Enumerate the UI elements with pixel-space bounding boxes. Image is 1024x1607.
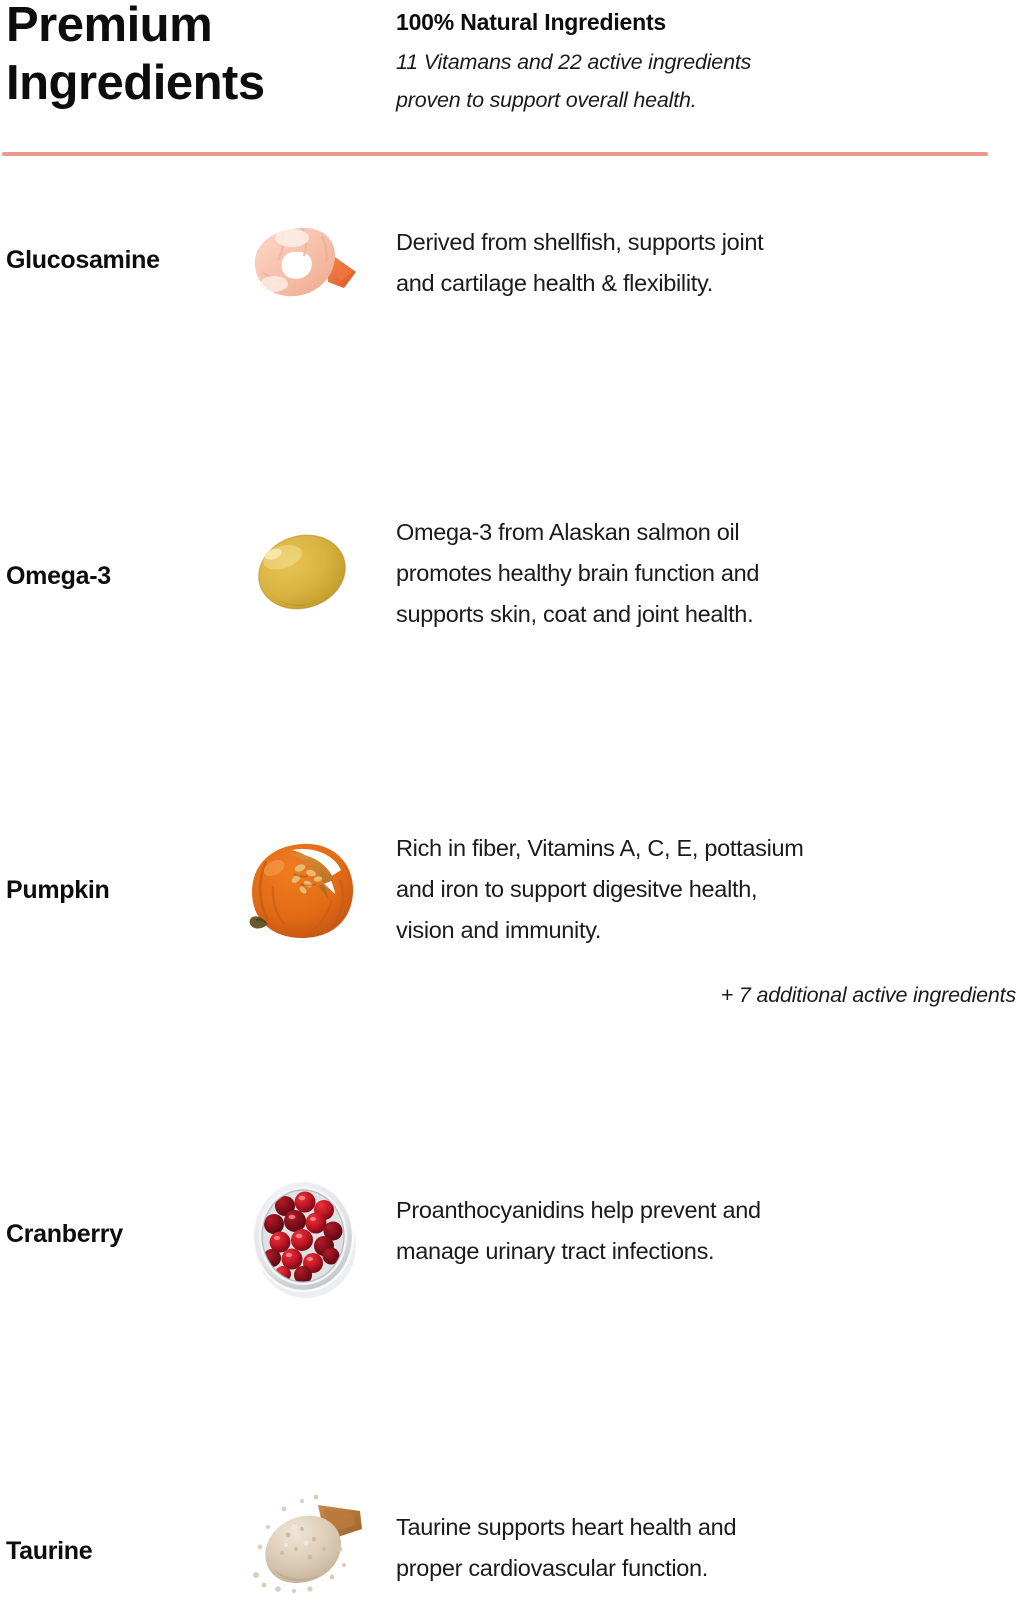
desc-line-2: promotes healthy brain function and bbox=[396, 560, 760, 586]
list-item: Omega-3 bbox=[0, 324, 1024, 627]
desc-line-1: Derived from shellfish, supports joint bbox=[396, 229, 764, 255]
page-title: Premium Ingredients bbox=[6, 0, 366, 112]
header-copy: 100% Natural Ingredients 11 Vitamans and… bbox=[396, 8, 996, 119]
ingredient-description: Derived from shellfish, supports joint a… bbox=[396, 222, 996, 304]
desc-line-1: Omega-3 from Alaskan salmon oil bbox=[396, 519, 740, 545]
header-divider bbox=[2, 152, 988, 156]
desc-line-2: proper cardiovascular function. bbox=[396, 1555, 709, 1581]
desc-line-2: and iron to support digesitve health, bbox=[396, 876, 758, 902]
subcopy-line-1: 11 Vitamans and 22 active ingredients bbox=[396, 50, 752, 74]
ingredient-name: Pumpkin bbox=[6, 876, 110, 904]
ingredient-name: Taurine bbox=[6, 1537, 93, 1565]
fish-oil-softgel-icon bbox=[240, 514, 370, 634]
desc-line-2: and cartilage health & flexibility. bbox=[396, 270, 713, 296]
header: Premium Ingredients 100% Natural Ingredi… bbox=[0, 0, 1024, 152]
subcopy: 11 Vitamans and 22 active ingredients pr… bbox=[396, 43, 996, 119]
desc-line-2: manage urinary tract infections. bbox=[396, 1238, 715, 1264]
shrimp-icon bbox=[240, 212, 370, 332]
ingredient-description: Omega-3 from Alaskan salmon oil promotes… bbox=[396, 512, 996, 635]
pumpkin-icon bbox=[240, 832, 370, 952]
ingredient-name: Omega-3 bbox=[6, 562, 111, 590]
taurine-powder-scoop-icon bbox=[240, 1487, 370, 1607]
ingredient-description: Proanthocyanidins help prevent and manag… bbox=[396, 1190, 996, 1272]
list-item: Glucosamine bbox=[0, 172, 1024, 322]
desc-line-1: Proanthocyanidins help prevent and bbox=[396, 1197, 761, 1223]
cranberry-bowl-icon bbox=[240, 1176, 370, 1298]
ingredient-name: Glucosamine bbox=[6, 246, 160, 274]
list-item: Pumpkin bbox=[0, 484, 1024, 943]
ingredient-name: Cranberry bbox=[6, 1220, 123, 1248]
kicker-heading: 100% Natural Ingredients bbox=[396, 9, 667, 35]
list-item: Taurine bbox=[0, 827, 1024, 1594]
desc-line-1: Rich in fiber, Vitamins A, C, E, pottasi… bbox=[396, 835, 804, 861]
desc-line-1: Taurine supports heart health and bbox=[396, 1514, 737, 1540]
page-title-line-2: Ingredients bbox=[6, 56, 265, 110]
additional-ingredients-note: + 7 additional active ingredients bbox=[720, 983, 1016, 1007]
ingredient-description: Rich in fiber, Vitamins A, C, E, pottasi… bbox=[396, 828, 996, 951]
page-title-line-1: Premium bbox=[6, 0, 213, 52]
desc-line-3: supports skin, coat and joint health. bbox=[396, 601, 754, 627]
subcopy-line-2: proven to support overall health. bbox=[396, 88, 697, 112]
desc-line-3: vision and immunity. bbox=[396, 917, 602, 943]
ingredient-description: Taurine supports heart health and proper… bbox=[396, 1507, 996, 1589]
list-item: Cranberry bbox=[0, 668, 1024, 1298]
